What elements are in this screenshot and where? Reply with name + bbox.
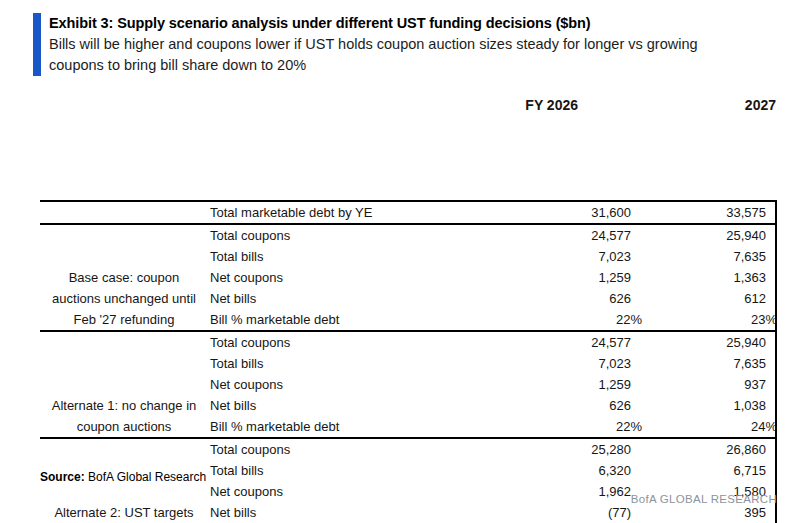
row-label: Total bills <box>208 460 480 481</box>
value-2027: 937 <box>645 374 777 395</box>
value-2027: 25,940 <box>645 225 777 246</box>
percent-value: 22% <box>616 416 642 437</box>
value-fy2026: 1,259 <box>480 374 645 395</box>
group-label-line: coupon auctions <box>77 416 172 437</box>
value-2027: 7,635 <box>645 246 777 267</box>
value-fy2026: 24,577 <box>480 225 645 246</box>
column-header-fy2026: FY 2026 <box>480 95 645 116</box>
value-2027: 6,715 <box>645 460 777 481</box>
row-label: Total coupons <box>208 439 480 460</box>
scenario-table: FY 2026 2027 Total marketable debt by YE… <box>40 95 777 523</box>
percent-value: 23% <box>751 309 777 330</box>
value-fy2026: 6,320 <box>480 460 645 481</box>
accent-bar <box>33 13 41 76</box>
value-fy2026: 25,280 <box>480 439 645 460</box>
exhibit-page: Exhibit 3: Supply scenario analysis unde… <box>0 0 791 523</box>
value-fy2026: 7,023 <box>480 353 645 374</box>
row-label: Bill % marketable debt <box>208 416 480 437</box>
row-label: Net coupons <box>208 481 480 502</box>
value-fy2026: 31,600 <box>480 202 645 223</box>
header-text: Exhibit 3: Supply scenario analysis unde… <box>49 13 749 76</box>
group-label: Alternate 1: no change incoupon auctions <box>40 332 208 437</box>
value-2027: 1,363 <box>645 267 777 288</box>
value-2027: 26,860 <box>645 439 777 460</box>
group-label-line: Alternate 1: no change in <box>52 395 197 416</box>
group-label-empty <box>40 202 208 223</box>
group-label: Base case: couponauctions unchanged unti… <box>40 225 208 330</box>
group-label-line: auctions unchanged until <box>52 288 196 309</box>
value-2027: 1,038 <box>645 395 777 416</box>
total-debt-row: Total marketable debt by YE31,60033,575 <box>40 202 775 225</box>
group-label-line: Feb '27 refunding <box>74 309 175 330</box>
exhibit-title: Exhibit 3: Supply scenario analysis unde… <box>49 13 749 34</box>
value-fy2026: 1,259 <box>480 267 645 288</box>
source-line: Source: BofA Global Research <box>40 470 206 484</box>
column-header-2027: 2027 <box>645 95 777 116</box>
scenario-section-1: Base case: couponauctions unchanged unti… <box>40 225 775 332</box>
value-2027: 612 <box>645 288 777 309</box>
row-label: Net bills <box>208 395 480 416</box>
row-label: Total coupons <box>208 332 480 353</box>
value-fy2026: 22% <box>480 309 645 330</box>
group-label-line: Alternate 2: UST targets <box>54 502 193 523</box>
value-fy2026: 7,023 <box>480 246 645 267</box>
exhibit-header: Exhibit 3: Supply scenario analysis unde… <box>33 13 749 76</box>
brand-footer: BofA GLOBAL RESEARCH <box>631 493 777 505</box>
row-label: Total coupons <box>208 225 480 246</box>
value-fy2026: 24,577 <box>480 332 645 353</box>
row-label: Total bills <box>208 353 480 374</box>
source-label: Source: <box>40 470 85 484</box>
row-label: Net bills <box>208 288 480 309</box>
percent-value: 22% <box>616 309 642 330</box>
value-fy2026: 1,962 <box>480 481 645 502</box>
value-2027: 33,575 <box>645 202 777 223</box>
value-fy2026: 626 <box>480 395 645 416</box>
group-label-line: Base case: coupon <box>69 267 180 288</box>
header-spacer-group <box>40 95 208 200</box>
value-2027: 23% <box>645 309 777 330</box>
value-2027: 7,635 <box>645 353 777 374</box>
row-label: Net coupons <box>208 267 480 288</box>
value-fy2026: 22% <box>480 416 645 437</box>
row-label: Total bills <box>208 246 480 267</box>
row-label: Net bills <box>208 502 480 523</box>
value-fy2026: (77) <box>480 502 645 523</box>
header-spacer-metric <box>208 95 480 116</box>
exhibit-subtitle: Bills will be higher and coupons lower i… <box>49 34 739 76</box>
value-fy2026: 626 <box>480 288 645 309</box>
table-header-row: FY 2026 2027 <box>40 95 777 202</box>
value-2027: 24% <box>645 416 777 437</box>
source-text: BofA Global Research <box>85 470 206 484</box>
row-label: Net coupons <box>208 374 480 395</box>
scenario-section-2: Alternate 1: no change incoupon auctions… <box>40 332 775 439</box>
percent-value: 24% <box>751 416 777 437</box>
value-2027: 395 <box>645 502 777 523</box>
row-label: Bill % marketable debt <box>208 309 480 330</box>
row-label: Total marketable debt by YE <box>208 202 480 223</box>
value-2027: 25,940 <box>645 332 777 353</box>
